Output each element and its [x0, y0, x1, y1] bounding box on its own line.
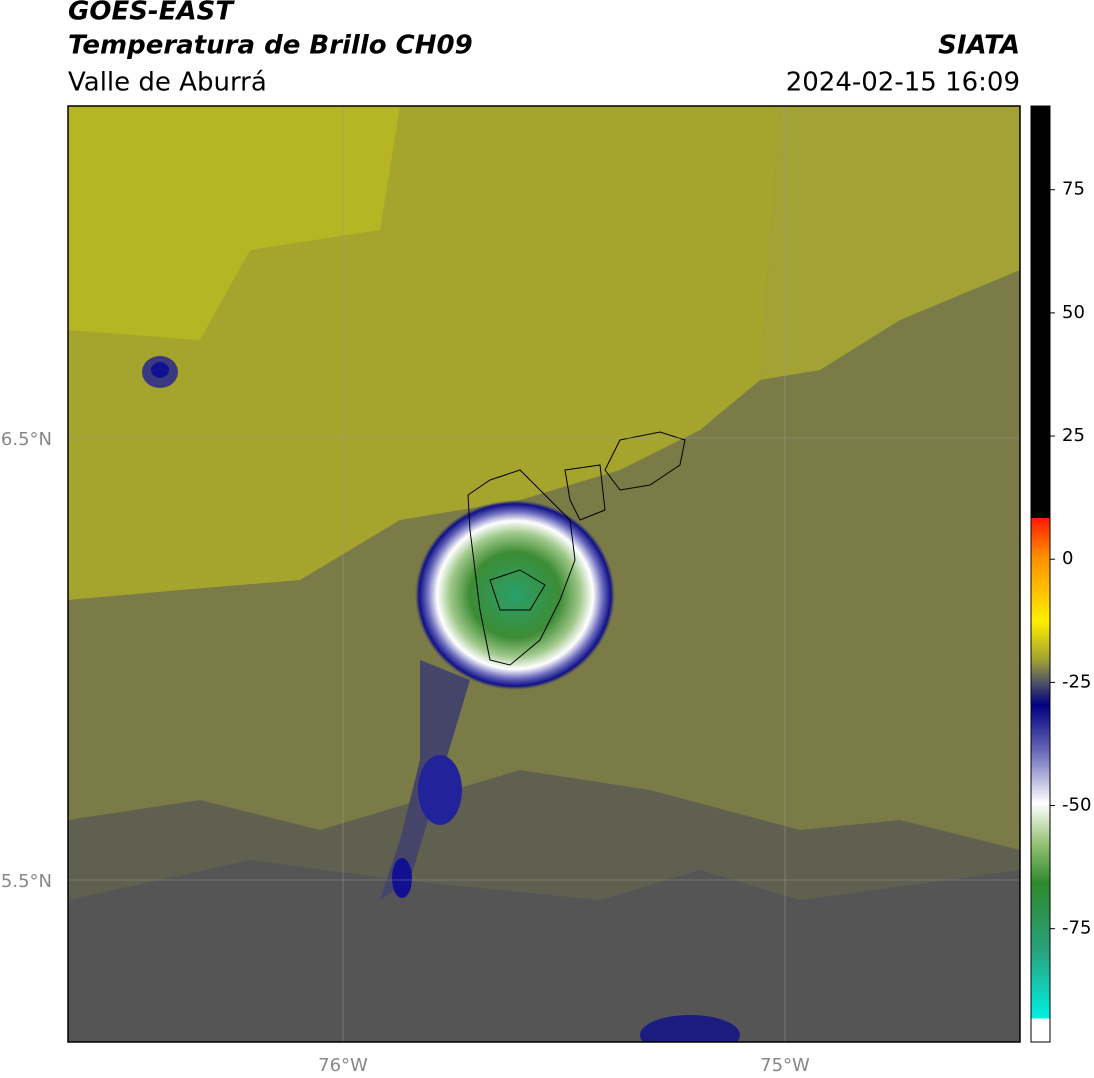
colorbar-tick-label: -25: [1062, 671, 1091, 692]
colorbar-tick-label: 25: [1062, 425, 1085, 446]
colorbar-tick-label: 50: [1062, 302, 1085, 323]
colorbar-tick-label: 0: [1062, 548, 1073, 569]
subtitle: Temperatura de Brillo CH09: [68, 31, 473, 61]
lat-label: 5.5°N: [1, 871, 52, 892]
colorbar-tick-label: -75: [1062, 918, 1091, 939]
lon-label: 75°W: [760, 1055, 810, 1076]
lon-label: 76°W: [318, 1055, 368, 1076]
colorbar-tick-label: 75: [1062, 179, 1085, 200]
timestamp: 2024-02-15 16:09: [786, 68, 1020, 98]
map: 6.5°N 5.5°N 76°W 75°W: [1, 105, 1021, 1076]
colorbar-tick-label: -50: [1062, 795, 1091, 816]
title: GOES-EAST: [68, 0, 235, 27]
region: Valle de Aburrá: [68, 68, 267, 98]
lat-label: 6.5°N: [1, 429, 52, 450]
colorbar: 75 50 25 0 -25 -50 -75: [1030, 105, 1091, 1043]
source: SIATA: [938, 31, 1020, 61]
